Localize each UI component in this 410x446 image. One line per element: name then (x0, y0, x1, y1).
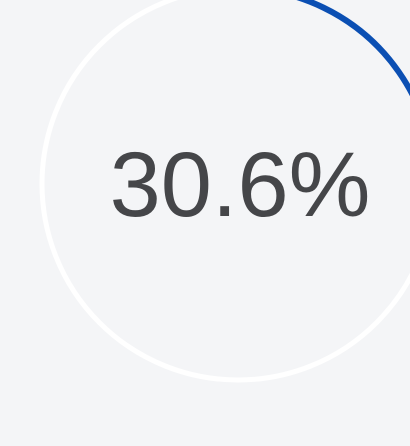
progress-label: 30.6% (110, 134, 371, 236)
progress-arc (296, 0, 410, 97)
ring-track (39, 0, 410, 383)
